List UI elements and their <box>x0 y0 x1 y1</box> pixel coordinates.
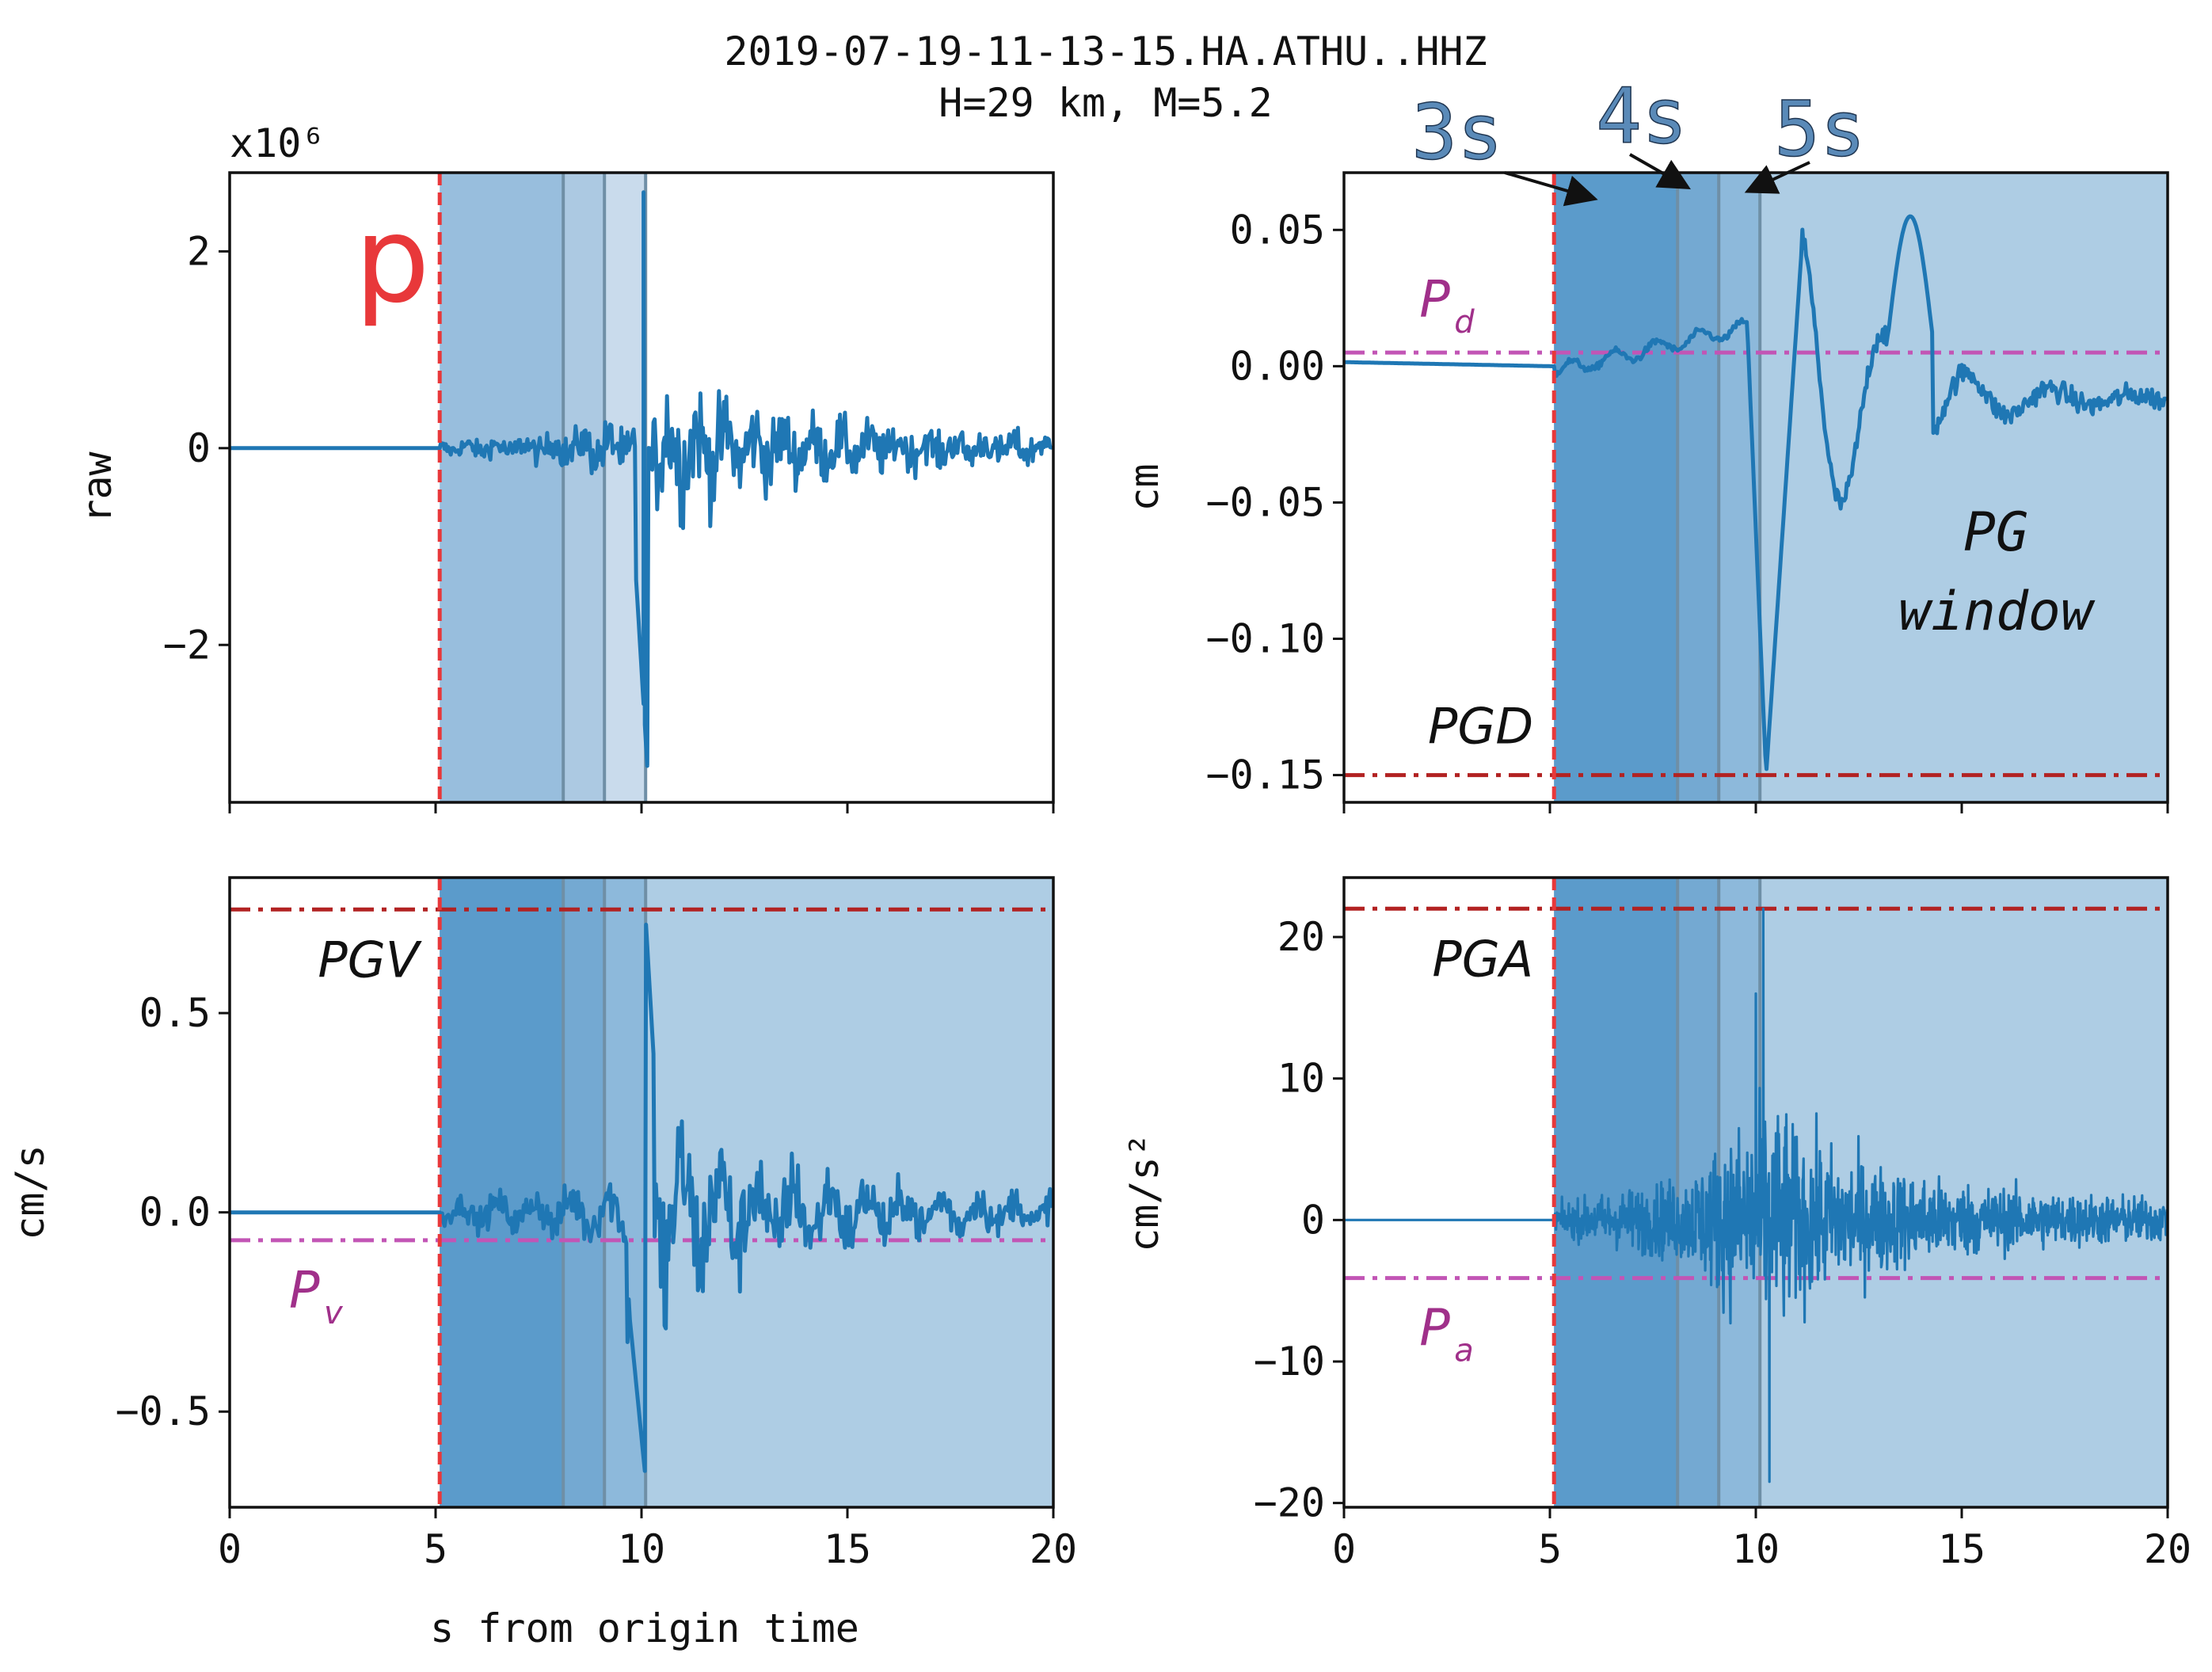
y-tick-label: −10 <box>1254 1339 1325 1384</box>
panel-velocity: 0.5 0.0 −0.5 0 5 10 15 20 cm/s PGV P v <box>7 876 1077 1572</box>
pgd-label: PGD <box>1428 698 1533 756</box>
y-axis-label: cm/s² <box>1121 1133 1167 1252</box>
y-tick-label: 2 <box>187 228 211 274</box>
pgv-label: PGV <box>318 931 422 988</box>
y-tick-label: 0 <box>1301 1197 1325 1243</box>
x-tick-label: 15 <box>824 1526 871 1572</box>
y-tick-label: 0.0 <box>139 1190 211 1236</box>
pa-subscript: a <box>1454 1333 1474 1369</box>
x-tick-label: 10 <box>1732 1526 1780 1572</box>
window-label-4s: 4s <box>1596 72 1688 161</box>
window-3s-shade <box>1554 173 1678 802</box>
x-tick-label: 15 <box>1938 1526 1985 1572</box>
y-tick-label: 0.5 <box>139 990 211 1036</box>
raw-waveform <box>230 190 1053 768</box>
y-tick-label: −20 <box>1254 1480 1325 1526</box>
panel-raw-plot-area <box>230 173 1053 802</box>
y-axis-label: cm <box>1121 463 1167 511</box>
window-3s-shade <box>440 173 564 802</box>
x-tick-label: 20 <box>2144 1526 2191 1572</box>
y-axis-label: cm/s <box>7 1145 53 1240</box>
window-label-5s: 5s <box>1774 85 1866 173</box>
pv-subscript: v <box>324 1295 344 1331</box>
pg-window-label-line-1: PG <box>1963 501 2028 564</box>
y-tick-label: 0 <box>187 425 211 471</box>
y-tick-label: −0.15 <box>1205 752 1325 798</box>
x-axis-label: s from origin time <box>430 1605 859 1651</box>
pg-window-label-line-2: window <box>1898 581 2096 643</box>
window-5s-shade <box>604 173 646 802</box>
x-tick-label: 20 <box>1030 1526 1077 1572</box>
panel-raw: 2 0 −2 raw x10⁶ p <box>74 120 1055 813</box>
arrow-4s <box>1629 153 1691 189</box>
y-tick-label: 0.00 <box>1230 343 1325 389</box>
window-3s-shade <box>1554 878 1678 1507</box>
p-arrival-label: p <box>355 192 430 329</box>
window-4s-shade <box>1677 173 1719 802</box>
pd-label: P <box>1419 271 1450 329</box>
pv-label: P <box>289 1262 320 1320</box>
panel-acceleration-plot-area <box>1344 878 2168 1507</box>
panel-displacement: 0.05 0.00 −0.05 −0.10 −0.15 cm PGD P d PG window <box>1121 171 2169 813</box>
y-tick-label: 10 <box>1277 1056 1325 1102</box>
scale-label: x10⁶ <box>230 120 325 166</box>
x-tick-label: 0 <box>1332 1526 1356 1572</box>
y-tick-label: −0.10 <box>1205 616 1325 662</box>
y-tick-label: −2 <box>163 622 211 668</box>
y-axis-label: raw <box>74 451 120 523</box>
y-tick-label: 20 <box>1277 914 1325 960</box>
x-tick-label: 5 <box>424 1526 447 1572</box>
x-tick-label: 10 <box>618 1526 665 1572</box>
figure-title-line-2: H=29 km, M=5.2 <box>938 80 1272 126</box>
panel-displacement-plot-area <box>1344 173 2168 802</box>
y-tick-label: −0.05 <box>1205 479 1325 525</box>
y-tick-label: −0.5 <box>116 1388 211 1434</box>
pga-label: PGA <box>1432 930 1533 988</box>
annotations: 3s 4s 5s s from origin time <box>430 71 1866 1651</box>
x-tick-label: 5 <box>1538 1526 1562 1572</box>
y-tick-label: 0.05 <box>1230 207 1325 253</box>
pa-label: P <box>1419 1300 1450 1358</box>
velocity-waveform <box>230 922 1053 1473</box>
pd-subscript: d <box>1454 304 1475 341</box>
figure-title-line-1: 2019-07-19-11-13-15.HA.ATHU..HHZ <box>724 29 1487 74</box>
window-4s-shade <box>563 173 605 802</box>
figure-title: 2019-07-19-11-13-15.HA.ATHU..HHZ H=29 km… <box>724 29 1487 126</box>
acceleration-waveform <box>1344 907 2168 1483</box>
arrow-5s <box>1744 161 1810 194</box>
x-tick-label: 0 <box>218 1526 242 1572</box>
panel-velocity-plot-area <box>230 878 1053 1507</box>
arrow-3s <box>1504 171 1598 207</box>
displacement-waveform <box>1344 214 2168 771</box>
window-label-3s: 3s <box>1411 88 1503 177</box>
